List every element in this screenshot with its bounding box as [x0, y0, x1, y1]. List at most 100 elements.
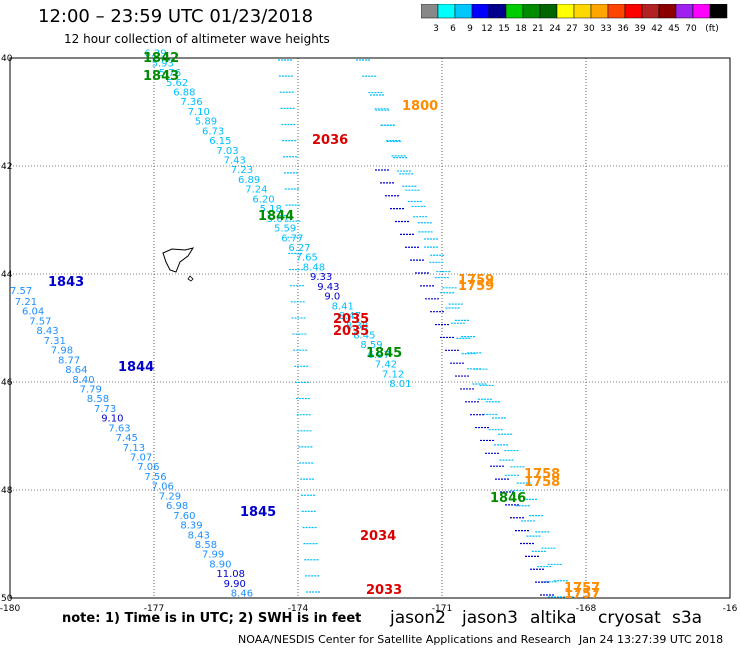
time-label: 1845 — [240, 505, 276, 520]
swh-value-jason3: 7.10 — [188, 107, 210, 118]
scale-label: 70 — [685, 24, 697, 34]
time-label: 2033 — [366, 583, 402, 598]
x-tick-label: -171 — [432, 604, 452, 614]
swh-value-jason3: 6.88 — [173, 87, 195, 98]
y-tick-label: 50 — [1, 594, 13, 604]
swh-value-jason3: 9.43 — [317, 282, 339, 293]
swh-value-jason3: 8.38 — [346, 321, 368, 332]
x-tick-label: -168 — [576, 604, 597, 614]
swh-value-jason2: 7.06 — [152, 482, 174, 493]
swh-value-jason2: 8.40 — [72, 375, 94, 386]
swh-value-jason2: 8.58 — [195, 540, 217, 551]
swh-value-jason3: 6.20 — [252, 194, 274, 205]
swh-value-jason3: 8.41 — [332, 301, 354, 312]
plot-frame — [9, 57, 731, 599]
footer-note: note: 1) Time is in UTC; 2) SWH is in fe… — [62, 611, 362, 626]
color-scale-legend: 3 6 9 12 15 18 21 24 27 30 33 36 39 42 45 70 (ft) — [421, 4, 728, 34]
swh-value-jason2: 7.07 — [130, 453, 152, 464]
swh-value-jason3: 7.42 — [375, 360, 397, 371]
y-tick-label: 40 — [1, 54, 13, 64]
time-label: 1846 — [490, 491, 526, 506]
swh-value-jason2: 8.77 — [58, 355, 80, 366]
swh-value-jason3: 6.15 — [209, 136, 231, 147]
legend-jason2: jason2 — [390, 608, 446, 628]
swh-value-jason3: 7.24 — [245, 185, 267, 196]
x-tick-label: -177 — [144, 604, 164, 614]
scale-label: 9 — [467, 24, 473, 34]
swh-value-jason2: 8.90 — [209, 559, 231, 570]
swh-value-jason3: 7.36 — [180, 97, 202, 108]
y-tick-label: 42 — [1, 162, 12, 172]
swh-value-jason2: 11.08 — [216, 569, 245, 580]
swh-value-jason2: 7.57 — [10, 286, 32, 297]
swh-value-jason2: 9.10 — [101, 414, 123, 425]
time-label: 2036 — [312, 133, 348, 148]
swh-value-jason2: 6.04 — [22, 307, 44, 318]
swh-value-jason3: 7.12 — [382, 369, 404, 380]
time-label: 1844 — [118, 360, 154, 375]
swh-value-jason2: 7.73 — [94, 404, 116, 415]
swh-value-jason2: 8.43 — [36, 326, 58, 337]
time-label: 2035 — [333, 312, 369, 327]
swh-value-jason3: 5.76 — [159, 68, 181, 79]
y-tick-label: 46 — [1, 378, 13, 388]
swh-value-jason3: 7.43 — [224, 156, 246, 167]
swh-value-jason2: 8.58 — [87, 394, 109, 405]
scale-label: 36 — [617, 24, 629, 34]
swh-value-jason2: 6.98 — [166, 501, 188, 512]
swh-value-jason3: 9.0 — [324, 292, 340, 303]
swh-value-jason3: 8.45 — [353, 330, 375, 341]
swh-value-jason2: 7.79 — [80, 384, 102, 395]
x-tick-label: -180 — [0, 604, 20, 614]
time-label: 1759 — [458, 273, 494, 288]
time-label: 2035 — [333, 324, 369, 339]
swh-value-jason2: 7.29 — [159, 491, 181, 502]
y-tick-label: 44 — [1, 270, 13, 280]
scale-swatch — [709, 4, 728, 19]
swh-value-jason3: 6.77 — [281, 233, 303, 244]
swh-value-jason3: 5.67 — [267, 214, 289, 225]
swh-value-jason3: 8.59 — [360, 340, 382, 351]
swh-value-jason2: 8.46 — [231, 589, 253, 600]
swh-value-jason3: 5.93 — [152, 58, 174, 69]
time-label: 1758 — [524, 467, 560, 482]
legend-altika: altika — [530, 608, 577, 628]
swh-value-jason3: 5.89 — [195, 117, 217, 128]
swh-value-jason2: 7.31 — [44, 336, 66, 347]
time-label: 1844 — [258, 209, 294, 224]
swh-value-jason2: 8.43 — [188, 530, 210, 541]
y-tick-label: 48 — [1, 486, 13, 496]
scale-label: 18 — [515, 24, 527, 34]
scale-label: 3 — [433, 24, 439, 34]
swh-value-jason3: 5.59 — [274, 224, 296, 235]
swh-value-jason3: 6.27 — [288, 243, 310, 254]
scale-label: 33 — [600, 24, 611, 34]
islet-outline — [187, 275, 194, 282]
legend-s3a: s3a — [672, 608, 703, 628]
swh-value-jason3: 7.03 — [216, 146, 238, 157]
swh-value-jason2: 9.90 — [224, 579, 246, 590]
time-label: 1757 — [564, 587, 600, 602]
time-label: 1842 — [143, 51, 179, 66]
credit-line: NOAA/NESDIS Center for Satellite Applica… — [238, 633, 572, 646]
time-label: 1758 — [524, 475, 560, 490]
time-label: 1843 — [48, 275, 84, 290]
time-label: 2034 — [360, 529, 396, 544]
swh-value-jason2: 7.98 — [51, 346, 73, 357]
scale-label: 45 — [668, 24, 679, 34]
chart-title: 12:00 – 23:59 UTC 01/23/2018 — [38, 6, 314, 27]
scale-label: 15 — [498, 24, 509, 34]
swh-value-jason2: 7.60 — [173, 511, 195, 522]
swh-value-jason3: 5.62 — [166, 78, 188, 89]
swh-value-jason3: 7.23 — [231, 165, 253, 176]
swh-value-jason2: 8.39 — [180, 521, 202, 532]
swh-value-jason2: 7.21 — [15, 297, 37, 308]
swh-value-jason3: 9.33 — [310, 272, 332, 283]
swh-value-jason2: 7.06 — [137, 462, 159, 473]
generated-timestamp: Jan 24 13:27:39 UTC 2018 — [579, 633, 724, 646]
swh-value-jason2: 7.13 — [123, 443, 145, 454]
swh-value-jason2: 7.99 — [202, 550, 224, 561]
x-tick-label: -16 — [723, 604, 738, 614]
legend-cryosat: cryosat — [598, 608, 661, 628]
